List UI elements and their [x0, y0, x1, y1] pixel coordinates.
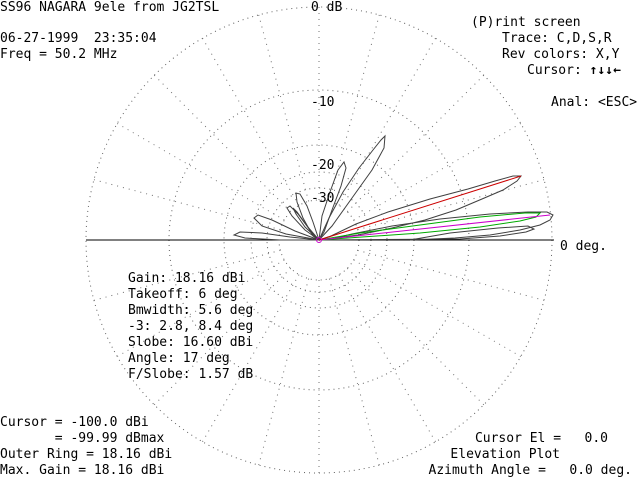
cursor-dbmax-readout: = -99.99 dBmax: [0, 431, 165, 446]
zero-degree-label: 0 deg.: [560, 239, 607, 254]
plot-title: SS96 NAGARA 9ele from JG2TSL: [0, 0, 220, 15]
cursor-arrows-icon: ↑↓↓←: [589, 63, 621, 78]
grid-radial-210: [116, 259, 285, 357]
green-trace: [318, 212, 542, 241]
side-lobe-large: [318, 134, 386, 241]
stat-line: F/Slobe: 1.57 dB: [128, 367, 254, 382]
stat-line: -3: 2.8, 8.4 deg: [128, 319, 254, 334]
stat-line: Bmwidth: 5.6 deg: [128, 303, 254, 318]
grid-radial-30: [353, 123, 522, 221]
frequency-readout: Freq = 50.2 MHz: [0, 47, 118, 62]
grid-radial-285: [328, 278, 380, 466]
side-lobe-back-1: [253, 214, 320, 241]
anal-escape-menu-item[interactable]: Anal: <ESC>: [551, 95, 638, 110]
grid-radial-330: [353, 259, 522, 357]
azimuth-angle-readout: Azimuth Angle = 0.0 deg.: [428, 463, 633, 478]
grid-radial-135: [153, 74, 292, 213]
outer-ring-readout: Outer Ring = 18.16 dBi: [0, 447, 173, 462]
stat-line: Angle: 17 deg: [128, 351, 230, 366]
max-gain-trace-line: [318, 214, 551, 241]
ring-label-0db: 0 dB: [311, 0, 343, 15]
stat-line: Slobe: 16.60 dBi: [128, 335, 254, 350]
grid-radial-345: [357, 249, 545, 301]
side-lobe-back-3: [292, 207, 320, 241]
grid-radial-315: [346, 267, 485, 406]
rev-colors-menu-item[interactable]: Rev colors: X,Y: [502, 47, 620, 62]
grid-radial-240: [202, 274, 300, 443]
trace-menu-item[interactable]: Trace: C,D,S,R: [502, 31, 612, 46]
stat-line: Gain: 18.16 dBi: [128, 271, 246, 286]
ring-label-10: -10: [311, 95, 335, 110]
plot-type-label: Elevation Plot: [450, 447, 560, 462]
grid-radial-45: [346, 74, 485, 213]
grid-radial-150: [116, 123, 285, 221]
max-gain-readout: Max. Gain = 18.16 dBi: [0, 463, 165, 478]
grid-radial-60: [338, 37, 436, 206]
cursor-elevation-readout: Cursor El = 0.0: [474, 431, 608, 446]
grid-radial-15: [357, 179, 545, 231]
grid-radial-300: [338, 274, 436, 443]
stat-line: Takeoff: 6 deg: [128, 287, 238, 302]
print-screen-menu-item[interactable]: (P)rint screen: [471, 15, 581, 30]
grid-radial-105: [258, 14, 310, 202]
cursor-line: [318, 175, 522, 241]
date-time: 06-27-1999 23:35:04: [0, 31, 157, 46]
grid-radial-120: [202, 37, 300, 206]
grid-radial-225: [153, 267, 292, 406]
cursor-keys-label: Cursor:: [527, 63, 590, 78]
side-lobe-mid: [318, 160, 347, 241]
grid-radial-195: [93, 249, 281, 301]
grid-radial-75: [328, 14, 380, 202]
ring-label-20: -20: [311, 158, 335, 173]
side-lobe-back-2: [232, 231, 320, 241]
grid-radial-165: [93, 179, 281, 231]
ring-label-30: -30: [311, 191, 335, 206]
cursor-dbi-readout: Cursor = -100.0 dBi: [0, 415, 149, 430]
plot-origin-marker: [316, 237, 322, 243]
main-pattern-outline: [318, 175, 554, 241]
cursor-keys-menu-item[interactable]: Cursor: ↑↓↓←: [527, 63, 621, 79]
grid-radial-255: [258, 278, 310, 466]
